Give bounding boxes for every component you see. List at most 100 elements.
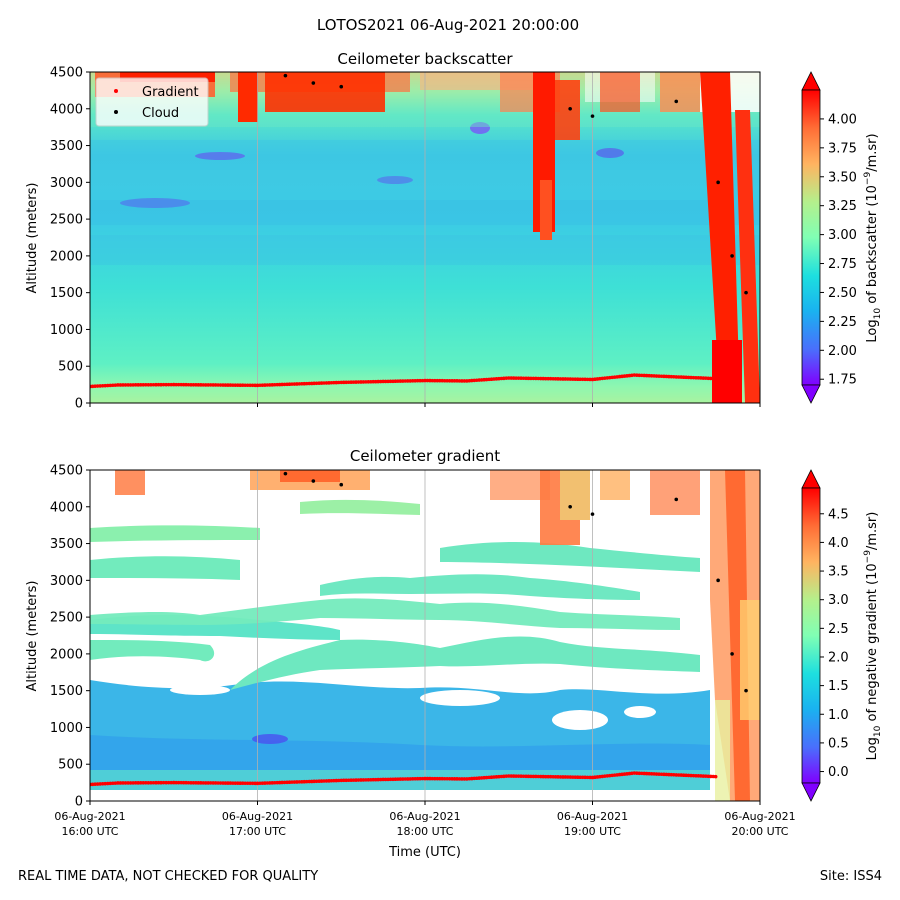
gradient-panel: Ceilometer gradient (25, 447, 796, 860)
colorbar-tick-label: 2.25 (828, 315, 857, 330)
gradient-point (113, 383, 118, 387)
colorbar-tick-label: 4.5 (828, 507, 849, 522)
gradient-point (90, 384, 95, 389)
gradient-colorbar-label: Log10 of negative gradient (10−9/m.sr) (863, 512, 883, 761)
gradient-point (166, 382, 171, 387)
cloud-point (730, 652, 734, 656)
colorbar-tick-label: 2.75 (828, 257, 857, 272)
cloud-point (716, 578, 720, 583)
gradient-ylabel: Altitude (meters) (25, 581, 40, 692)
gradient-point (146, 780, 151, 785)
cloud-point (590, 114, 595, 118)
gradient-point (164, 382, 168, 387)
gradient-point (151, 780, 156, 785)
colorbar-tick-label: 1.0 (828, 708, 849, 723)
cloud-point (283, 471, 288, 476)
y-tick-label: 3000 (50, 574, 83, 589)
colorbar-tick-label: 3.50 (828, 170, 857, 185)
gradient-point (159, 780, 163, 785)
x-tick-date-label: 06-Aug-2021 (724, 810, 795, 823)
y-tick-label: 4500 (50, 464, 83, 479)
gradient-point (146, 382, 151, 387)
figure-suptitle: LOTOS2021 06-Aug-2021 20:00:00 (317, 16, 579, 34)
gradient-colorbar-ticks: 0.0 0.5 1.0 1.5 2.0 2.5 3.0 3.5 4.0 4.5 (820, 507, 849, 780)
gradient-point (103, 781, 108, 786)
gradient-point (93, 782, 97, 786)
gradient-point (98, 384, 102, 388)
y-tick-label: 500 (58, 758, 83, 773)
gradient-point (105, 383, 110, 388)
gradient-point (128, 383, 133, 387)
colorbar-tick-label: 3.25 (828, 199, 857, 214)
y-tick-label: 4000 (50, 500, 83, 515)
gradient-point (100, 781, 105, 786)
gradient-point (121, 383, 125, 387)
backscatter-cloud-series (283, 73, 748, 295)
gradient-point (90, 782, 95, 787)
gradient-point (113, 781, 118, 785)
gradient-point (166, 780, 171, 785)
y-tick-label: 4500 (50, 66, 83, 81)
x-tick-time-label: 16:00 UTC (61, 825, 118, 838)
gradient-point (169, 780, 174, 785)
gradient-point (111, 383, 115, 388)
y-tick-label: 0 (75, 795, 83, 810)
backscatter-colorbar: 1.75 2.00 2.25 2.50 2.75 3.00 3.25 3.50 3.75 4.00… (801, 71, 883, 404)
cloud-point (744, 290, 748, 295)
x-tick-time-label: 19:00 UTC (564, 825, 621, 838)
y-tick-label: 500 (58, 360, 83, 375)
gradient-point (164, 780, 168, 785)
y-tick-label: 2500 (50, 611, 83, 626)
y-tick-label: 2000 (50, 647, 83, 662)
gradient-point (144, 382, 148, 387)
backscatter-legend[interactable]: Gradient Cloud (95, 77, 209, 127)
backscatter-y-ticks: 0 500 1000 1500 2000 2500 3000 3500 4000 4500 (50, 66, 90, 412)
x-tick-time-label: 17:00 UTC (229, 825, 286, 838)
gradient-point (149, 780, 153, 785)
x-tick-time-label: 18:00 UTC (396, 825, 453, 838)
backscatter-title: Ceilometer backscatter (337, 50, 513, 68)
cloud-point (339, 84, 344, 89)
cloud-point (339, 482, 344, 487)
gradient-point (98, 782, 102, 786)
gradient-point (144, 780, 148, 785)
colorbar-tick-label: 3.5 (828, 565, 849, 580)
backscatter-gradient-series (90, 373, 718, 389)
gradient-point (128, 781, 133, 785)
gradient-point (149, 382, 153, 387)
colorbar-tick-label: 0.5 (828, 736, 849, 751)
colorbar-tick-label: 1.75 (828, 373, 857, 388)
gradient-point (121, 781, 125, 785)
backscatter-x-ticks (89, 403, 761, 407)
backscatter-ylabel: Altitude (meters) (25, 183, 40, 294)
x-tick-date-label: 06-Aug-2021 (54, 810, 125, 823)
cloud-point (730, 254, 734, 258)
gradient-point (126, 383, 130, 387)
gradient-point (111, 781, 115, 786)
cloud-point (674, 497, 679, 502)
gradient-title: Ceilometer gradient (350, 447, 500, 465)
colorbar-tick-label: 1.5 (828, 679, 849, 694)
gradient-gradient-series (90, 771, 718, 787)
y-tick-label: 2500 (50, 213, 83, 228)
y-tick-label: 3500 (50, 139, 83, 154)
legend-gradient-marker (114, 89, 118, 93)
backscatter-gridlines (257, 72, 593, 403)
cloud-point (568, 106, 572, 111)
gradient-point (95, 782, 100, 786)
gradient-point (136, 383, 141, 387)
backscatter-colorbar-ticks: 1.75 2.00 2.25 2.50 2.75 3.00 3.25 3.50 3.75 4.00 (820, 112, 857, 388)
gradient-point (100, 383, 105, 388)
gradient-point (138, 781, 143, 785)
x-tick-date-label: 06-Aug-2021 (222, 810, 293, 823)
gradient-point (108, 383, 113, 388)
cloud-point (744, 688, 748, 693)
cloud-point (568, 504, 572, 509)
cloud-point (283, 73, 288, 78)
x-tick-date-label: 06-Aug-2021 (389, 810, 460, 823)
colorbar-tick-label: 3.75 (828, 141, 857, 156)
colorbar-tick-label: 3.00 (828, 228, 857, 243)
gradient-point (151, 382, 156, 387)
gradient-colorbar: 0.0 0.5 1.0 1.5 2.0 2.5 3.0 3.5 4.0 4.5 Log10 of … (801, 469, 883, 802)
gradient-point (141, 383, 146, 387)
